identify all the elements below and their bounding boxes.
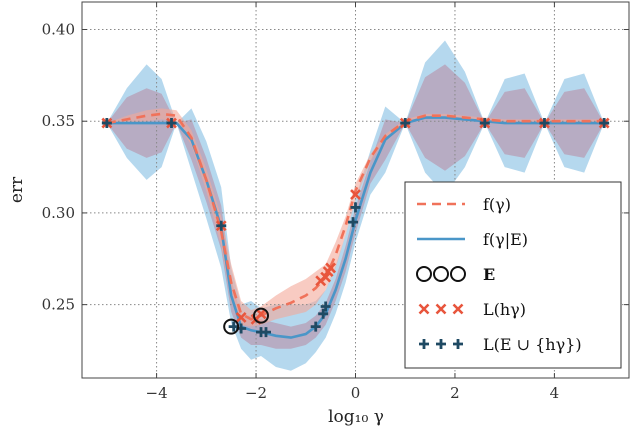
marker-LE [101, 118, 112, 129]
legend-label: L(hγ) [483, 300, 526, 319]
plus-stroke [539, 118, 550, 129]
plus-stroke [166, 118, 177, 129]
band-fE-inner [106, 64, 605, 349]
plus-stroke [479, 118, 490, 129]
legend-glyph-x [452, 303, 464, 315]
x-stroke [452, 303, 464, 315]
marker-L [235, 312, 247, 323]
legend-glyph-x [418, 303, 430, 315]
plus-stroke [260, 327, 271, 338]
marker-E [253, 307, 270, 324]
y-tick-label: 0.35 [42, 112, 75, 130]
plus-stroke [318, 308, 329, 319]
plus-stroke [216, 220, 227, 231]
marker-LE [599, 118, 610, 129]
x-axis-label: log₁₀ γ [328, 407, 384, 427]
x-tick-label: −2 [245, 384, 267, 402]
legend-glyph-plus [453, 339, 463, 349]
legend-label: L(E ∪ {hγ}) [483, 335, 582, 354]
legend-glyph-circle [433, 266, 449, 282]
x-tick-label: 4 [550, 384, 560, 402]
legend-glyph-plus [436, 339, 446, 349]
x-stroke [235, 312, 247, 323]
plus-stroke [436, 339, 446, 349]
marker-L [325, 262, 337, 274]
marker-LE [310, 321, 321, 332]
plus-stroke [350, 202, 361, 213]
marker-LE [216, 220, 227, 231]
legend-glyph-circle [450, 266, 466, 282]
x-tick-label: −4 [146, 384, 168, 402]
marker-L [255, 308, 267, 320]
x-stroke [435, 303, 447, 315]
legend-glyph-circle [416, 266, 432, 282]
marker-LE [479, 118, 490, 129]
legend-glyph-x [435, 303, 447, 315]
plus-stroke [228, 321, 239, 332]
legend-glyph-plus [419, 339, 429, 349]
x-stroke [418, 303, 430, 315]
band-f [106, 108, 605, 327]
marker-LE [539, 118, 550, 129]
x-tick-label: 2 [450, 384, 460, 402]
legend-entry-L: L(hγ) [418, 300, 526, 319]
x-ticks-layer: −4 −2 0 2 4 [146, 2, 560, 402]
marker-LE [348, 217, 359, 228]
legend-label: f(γ) [483, 195, 511, 214]
legend: f(γ) f(γ|E) E L(hγ) L(E ∪ {hγ}) [404, 181, 622, 369]
marker-L [350, 189, 361, 201]
marker-E [223, 318, 240, 335]
x-stroke [255, 308, 267, 320]
y-tick-label: 0.25 [42, 296, 75, 314]
y-tick-label: 0.30 [42, 204, 75, 222]
marker-LE [318, 308, 329, 319]
legend-label: E [483, 265, 495, 284]
marker-LE [166, 118, 177, 129]
x-stroke [350, 189, 361, 201]
plus-stroke [310, 321, 321, 332]
x-stroke [320, 271, 332, 283]
legend-entry-f: f(γ) [417, 195, 511, 214]
legend-box [404, 181, 622, 369]
marker-LE [350, 202, 361, 213]
plus-stroke [599, 118, 610, 129]
y-axis-label: err [7, 176, 27, 203]
plus-stroke [348, 217, 359, 228]
marker-LE [260, 327, 271, 338]
y-ticks-layer: 0.25 0.30 0.35 0.40 [42, 21, 629, 314]
x-stroke [325, 262, 337, 274]
y-tick-label: 0.40 [42, 21, 75, 39]
plus-stroke [101, 118, 112, 129]
plus-stroke [419, 339, 429, 349]
plus-stroke [400, 118, 411, 129]
legend-label: f(γ|E) [483, 230, 528, 249]
marker-LE [320, 301, 331, 312]
marker-LE [400, 118, 411, 129]
plus-stroke [320, 301, 331, 312]
legend-entry-E: E [416, 265, 495, 284]
x-tick-label: 0 [351, 384, 361, 402]
legend-entry-fE: f(γ|E) [417, 230, 528, 249]
legend-entry-LE: L(E ∪ {hγ}) [419, 335, 582, 354]
plus-stroke [453, 339, 463, 349]
markers-layer [101, 117, 610, 338]
marker-L [320, 271, 332, 283]
marker-LE [228, 321, 239, 332]
